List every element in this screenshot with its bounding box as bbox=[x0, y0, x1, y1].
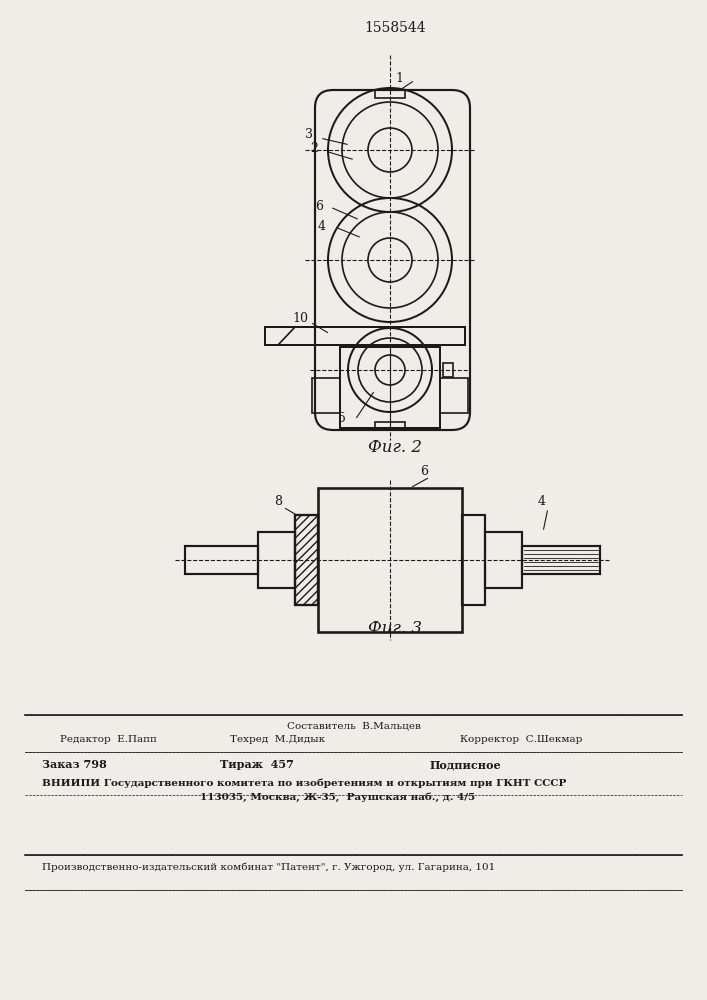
Text: 4: 4 bbox=[538, 495, 546, 508]
Text: Составитель  В.Мальцев: Составитель В.Мальцев bbox=[287, 721, 421, 730]
Text: 6: 6 bbox=[315, 200, 323, 213]
Bar bbox=[185, 546, 258, 574]
Bar bbox=[340, 347, 440, 428]
Bar bbox=[462, 515, 485, 605]
Text: 113035, Москва, Ж-35,  Раушская наб., д. 4/5: 113035, Москва, Ж-35, Раушская наб., д. … bbox=[200, 792, 475, 802]
Bar bbox=[522, 546, 600, 574]
Text: Корректор  С.Шекмар: Корректор С.Шекмар bbox=[460, 735, 583, 744]
Text: Производственно-издательский комбинат "Патент", г. Ужгород, ул. Гагарина, 101: Производственно-издательский комбинат "П… bbox=[42, 862, 495, 872]
Bar bbox=[375, 422, 405, 430]
Bar bbox=[440, 378, 468, 413]
Bar bbox=[318, 488, 462, 632]
Text: 3: 3 bbox=[305, 128, 313, 141]
Text: 10: 10 bbox=[292, 312, 308, 325]
Bar bbox=[258, 532, 295, 588]
Text: 8: 8 bbox=[274, 495, 282, 508]
Bar bbox=[295, 515, 318, 605]
Text: Заказ 798: Заказ 798 bbox=[42, 759, 107, 770]
Text: Фиг. 3: Фиг. 3 bbox=[368, 620, 422, 637]
Text: 4: 4 bbox=[318, 220, 326, 233]
Text: 6: 6 bbox=[420, 465, 428, 478]
Text: Фиг. 2: Фиг. 2 bbox=[368, 439, 422, 456]
Bar bbox=[443, 363, 453, 377]
Text: 1558544: 1558544 bbox=[364, 21, 426, 35]
Text: Техред  М.Дидык: Техред М.Дидык bbox=[230, 735, 325, 744]
Text: Редактор  Е.Папп: Редактор Е.Папп bbox=[60, 735, 157, 744]
Bar bbox=[312, 378, 340, 413]
Bar bbox=[265, 327, 465, 345]
Text: 5: 5 bbox=[338, 412, 346, 425]
Text: ВНИИПИ Государственного комитета по изобретениям и открытиям при ГКНТ СССР: ВНИИПИ Государственного комитета по изоб… bbox=[42, 778, 566, 788]
Text: 2: 2 bbox=[310, 142, 318, 155]
Text: Тираж  457: Тираж 457 bbox=[220, 759, 294, 770]
Bar bbox=[485, 532, 522, 588]
Bar bbox=[295, 515, 318, 605]
Text: 1: 1 bbox=[395, 72, 403, 85]
Bar bbox=[375, 90, 405, 98]
Text: Подписное: Подписное bbox=[430, 759, 502, 770]
Bar bbox=[295, 515, 318, 605]
